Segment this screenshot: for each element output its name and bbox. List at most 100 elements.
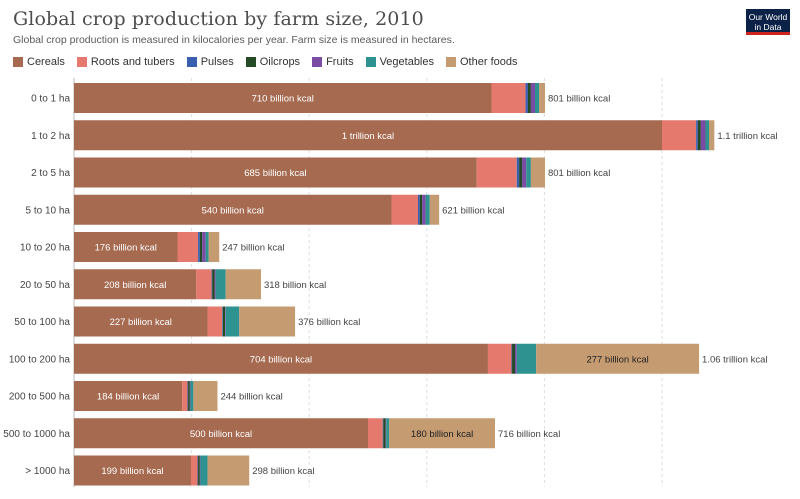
bar-segment [696,120,698,151]
category-label: 1 to 2 ha [31,131,70,142]
legend-swatch [446,57,456,67]
segment-label: 704 billion kcal [250,354,312,365]
bar-segment [536,343,700,374]
legend-swatch [312,57,323,67]
owid-logo[interactable]: Our World in Data [746,9,790,35]
category-label: 50 to 100 ha [14,317,70,328]
bar-segment [425,194,430,225]
legend-swatch [245,57,256,67]
bar-segment [190,381,194,411]
bar-segment [212,269,215,300]
bar-segment [530,157,545,188]
bar-segment [208,232,220,262]
segment-label: 1 trillion kcal [342,131,394,142]
legend-item-3[interactable]: Oilcrops [245,56,301,68]
bar-segment [207,306,223,337]
bar-segment [429,194,440,225]
legend-item-4[interactable]: Fruits [312,56,354,68]
segment-label: 685 billion kcal [244,168,306,179]
bar-segment [205,232,209,262]
bar-segment [697,120,701,151]
bar-segment [534,83,540,113]
bar-segment [539,83,545,113]
bar-segment [389,418,496,449]
bar-segment [516,343,537,374]
bar-segment [74,381,183,411]
segment-label: 180 billion kcal [411,429,473,440]
total-label: 801 billion kcal [548,94,610,105]
chart-title: Global crop production by farm size, 201… [13,8,424,30]
total-label: 1.06 trillion kcal [702,354,767,365]
bar-segment [74,306,208,337]
legend-item-1[interactable]: Roots and tubers [76,56,175,68]
bar-segment [214,269,216,300]
legend-item-0[interactable]: Cereals [13,56,65,68]
legend-label: Other foods [460,56,518,68]
bar-segment [526,157,531,188]
legend-swatch [186,57,197,67]
legend-swatch [76,57,87,67]
bar-segment [225,269,261,300]
logo-line-1: Our World [748,12,788,22]
bar-segment [197,455,199,486]
bar-segment [199,455,201,486]
legend-label: Oilcrops [259,56,301,68]
bar-segment [515,343,517,374]
segment-label: 227 billion kcal [110,317,172,328]
bar-segment [705,120,710,151]
bar-segment [527,83,531,113]
bar-segment [512,343,515,374]
bar-segment [200,455,208,486]
category-label: > 1000 ha [25,466,70,477]
legend-label: Vegetables [379,56,434,68]
total-label: 376 billion kcal [298,317,360,328]
segment-label: 176 billion kcal [95,243,157,254]
bar-segment [211,269,213,300]
bar-segment [74,194,392,225]
bar-segment [188,381,190,411]
legend-item-2[interactable]: Pulses [186,56,234,68]
bar-segment [386,418,390,449]
legend-label: Cereals [27,56,65,68]
bar-segment [417,194,420,225]
bar-segment [385,418,387,449]
legend-swatch [13,57,23,67]
category-label: 100 to 200 ha [9,354,71,365]
total-label: 621 billion kcal [442,205,504,216]
bar-segment [368,418,383,449]
category-label: 10 to 20 ha [20,243,70,254]
bar-segment [222,306,223,337]
bar-segment [391,194,418,225]
bar-segment [476,157,517,188]
bar-segment [189,381,191,411]
category-label: 2 to 5 ha [31,168,70,179]
bar-segment [519,157,523,188]
total-label: 247 billion kcal [222,243,284,254]
total-label: 716 billion kcal [498,429,560,440]
bar-segment [383,418,386,449]
bar-segment [225,306,240,337]
bar-segment [709,120,715,151]
segment-label: 500 billion kcal [190,429,252,440]
bar-segment [522,157,527,188]
legend-swatch [365,57,376,67]
bar-segment [239,306,296,337]
bar-segment [222,306,226,337]
bar-segment [662,120,697,151]
bar-segment [74,455,192,486]
bar-segment [422,194,426,225]
bar-segment [511,343,513,374]
legend-item-5[interactable]: Vegetables [365,56,434,68]
bar-segment [215,269,226,300]
bar-segment [199,232,203,262]
total-label: 801 billion kcal [548,168,610,179]
bar-segment [525,83,528,113]
bar-segment [74,343,488,374]
category-label: 200 to 500 ha [9,392,71,403]
legend-item-6[interactable]: Other foods [446,56,517,68]
bar-segment [530,83,535,113]
bar-segment [191,455,198,486]
bar-segment [182,381,188,411]
legend-label: Fruits [326,56,354,68]
bar-segment [700,120,706,151]
